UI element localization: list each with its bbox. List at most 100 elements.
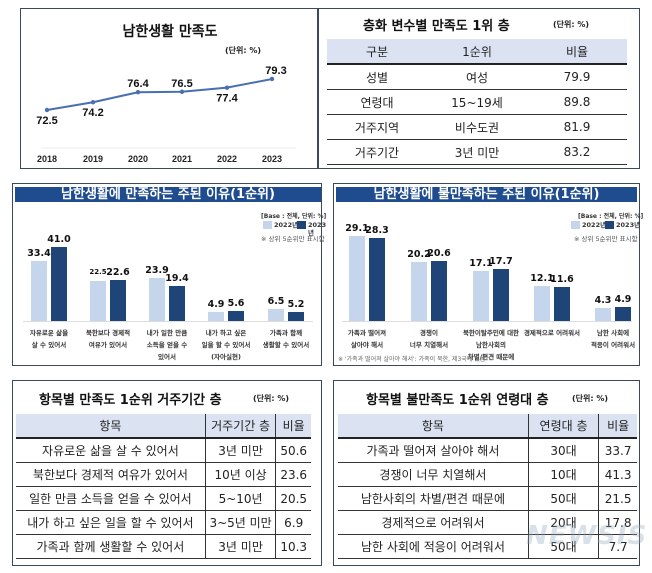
category-label-line: 경쟁이 bbox=[420, 329, 438, 337]
bar bbox=[208, 312, 224, 321]
column-header: 비율 bbox=[527, 39, 627, 65]
x-tick-label: 2021 bbox=[172, 154, 192, 164]
category-label: 북한보다 경제적 여유가 있어서 bbox=[73, 327, 143, 351]
table-header-row: 항목 연령대 층 비율 bbox=[338, 414, 637, 439]
bar bbox=[411, 262, 427, 321]
table-row: 가족과 떨어져 살아야 해서 30대 33.7 bbox=[338, 438, 637, 463]
column-header: 연령대 층 bbox=[528, 414, 600, 439]
table-cell: 21.5 bbox=[598, 486, 637, 511]
legend-swatch bbox=[605, 221, 614, 229]
table-cell: 일한 만큼 소득을 얻을 수 있어서 bbox=[16, 486, 206, 511]
bar-value-label: 11.6 bbox=[550, 274, 574, 286]
x-axis bbox=[342, 321, 632, 322]
category-label-line: 있어서 bbox=[158, 353, 176, 361]
category-label: 내가 하고 싶은 일을 할 수 있어서 (자아실현) bbox=[191, 327, 261, 363]
table3: 항목 연령대 층 비율 가족과 떨어져 살아야 해서 30대 33.7 경쟁이 너무 치열해… bbox=[338, 414, 637, 559]
bar-value-label: 6.5 bbox=[267, 296, 285, 308]
bar bbox=[473, 271, 489, 321]
table-cell: 23.6 bbox=[275, 462, 311, 487]
table-row: 경제적으로 어려워서 20대 17.8 bbox=[338, 510, 637, 535]
table-row: 자유로운 삶을 살 수 있어서 3년 미만 50.6 bbox=[16, 438, 311, 463]
legend-label: 2022년 bbox=[582, 221, 607, 229]
satisfaction-residence-panel: 항목별 만족도 1순위 거주기간 층 (단위: %) 항목 거주기간 층 비율 자유로… bbox=[12, 380, 322, 566]
category-label-line: 여유가 있어서 bbox=[88, 341, 128, 349]
category-label: 가족과 떨어져 살아야 해서 bbox=[332, 327, 402, 351]
category-label: 경제적으로 어려워서 bbox=[517, 327, 587, 339]
line-chart-svg: 72.5 2018 74.2 2019 76.4 2020 76.5 2021 77.4 2022… bbox=[36, 65, 296, 164]
data-point bbox=[44, 107, 50, 113]
x-tick-label: 2020 bbox=[128, 154, 148, 164]
table-cell: 가족과 떨어져 살아야 해서 bbox=[338, 438, 529, 463]
category-label-line: 가족과 함께 bbox=[269, 329, 303, 337]
table1: 구분 1순위 비율 성별 여성 79.9 연령대 15~19세 89.8 거주지역 비수도권 81.9… bbox=[327, 39, 627, 165]
table-row: 일한 만큼 소득을 얻을 수 있어서 5~10년 20.5 bbox=[16, 486, 311, 511]
table2-unit: (단위: %) bbox=[253, 394, 290, 403]
bar bbox=[369, 238, 385, 321]
table-cell: 41.3 bbox=[598, 462, 637, 487]
table-cell: 성별 bbox=[327, 64, 427, 90]
table-cell: 내가 하고 싶은 일을 할 수 있어서 bbox=[16, 510, 206, 535]
table-cell: 남한사회의 차별/편견 때문에 bbox=[338, 486, 529, 511]
table-row: 북한보다 경제적 여유가 있어서 10년 이상 23.6 bbox=[16, 462, 311, 487]
table-cell: 89.8 bbox=[527, 89, 627, 115]
data-point bbox=[179, 89, 185, 94]
column-header: 구분 bbox=[327, 39, 427, 65]
table-header-row: 구분 1순위 비율 bbox=[327, 39, 627, 65]
table2: 항목 거주기간 층 비율 자유로운 삶을 살 수 있어서 3년 미만 50.6 북한보다 경… bbox=[16, 414, 311, 559]
bar-value-label: 23.9 bbox=[145, 264, 169, 276]
bar bbox=[149, 277, 165, 321]
x-tick-label: 2018 bbox=[37, 154, 57, 164]
dissatisfaction-footnote: ※ '가족과 떨어져 살아야 해서': 가족이 북한, 제3국에 있음 bbox=[338, 356, 486, 363]
satisfaction-bar-chart: [Base : 전체, 단위: %] 2022년 2023년 ※ 상위 5순위만 표시… bbox=[13, 184, 326, 367]
base-note: [Base : 전체, 단위: %] bbox=[578, 213, 644, 220]
table-cell: 경제적으로 어려워서 bbox=[338, 510, 529, 535]
bar-value-label: 28.3 bbox=[365, 225, 389, 237]
bar-value-label: 19.4 bbox=[165, 273, 189, 285]
bar bbox=[169, 286, 185, 321]
table-cell: 30대 bbox=[528, 438, 600, 463]
category-label-line: 남한 사회에 bbox=[596, 329, 630, 337]
table-cell: 6.9 bbox=[275, 510, 311, 535]
table-row: 거주지역 비수도권 81.9 bbox=[327, 114, 627, 140]
line-series bbox=[46, 78, 273, 111]
bar bbox=[534, 285, 550, 321]
data-label: 74.2 bbox=[82, 107, 103, 119]
satisfaction-banner: 남한생활에 만족하는 주된 이유(1순위) bbox=[15, 187, 321, 202]
table-cell: 여성 bbox=[427, 64, 527, 90]
table-cell: 20대 bbox=[528, 510, 600, 535]
table-cell: 경쟁이 너무 치열해서 bbox=[338, 462, 529, 487]
table-cell: 거주지역 bbox=[327, 114, 427, 140]
table2-title: 항목별 만족도 1순위 거주기간 층 bbox=[39, 393, 222, 408]
table-cell: 거주기간 bbox=[327, 139, 427, 165]
table-cell: 연령대 bbox=[327, 89, 427, 115]
legend-swatch bbox=[297, 221, 306, 229]
dissatisfaction-age-panel: 항목별 불만족도 1순위 연령대 층 (단위: %) 항목 연령대 층 비율 가족과 … bbox=[333, 380, 646, 566]
table-cell: 79.9 bbox=[527, 64, 627, 90]
table-row: 남한 사회에 적응이 어려워서 50대 7.7 bbox=[338, 534, 637, 559]
table3-title: 항목별 불만족도 1순위 연령대 층 bbox=[366, 393, 549, 408]
bar bbox=[288, 311, 304, 321]
note: ※ 상위 5순위만 표시함 bbox=[574, 235, 638, 243]
bar bbox=[228, 310, 244, 321]
category-label-line: 자유로운 삶을 bbox=[29, 329, 69, 337]
data-label: 76.4 bbox=[127, 78, 149, 90]
category-label-line: 살 수 있어서 bbox=[31, 341, 67, 349]
table-cell: 50.6 bbox=[275, 438, 311, 463]
table-cell: 15~19세 bbox=[427, 89, 527, 115]
data-label: 77.4 bbox=[216, 93, 238, 105]
bar-value-label: 20.2 bbox=[407, 249, 431, 261]
bar-value-label: 12.1 bbox=[530, 272, 554, 284]
table-cell: 50대 bbox=[528, 534, 600, 559]
bar bbox=[493, 269, 509, 321]
table-cell: 3년 미만 bbox=[205, 438, 277, 463]
column-header: 비율 bbox=[598, 414, 637, 439]
bar-value-label: 4.3 bbox=[594, 295, 612, 307]
bar bbox=[595, 308, 611, 321]
legend-label: 2022년 bbox=[274, 221, 299, 229]
table-cell: 83.2 bbox=[527, 139, 627, 165]
table-cell: 17.8 bbox=[598, 510, 637, 535]
watermark: NEWSIS bbox=[526, 521, 648, 551]
data-label: 76.5 bbox=[171, 78, 192, 90]
bar bbox=[349, 236, 365, 321]
